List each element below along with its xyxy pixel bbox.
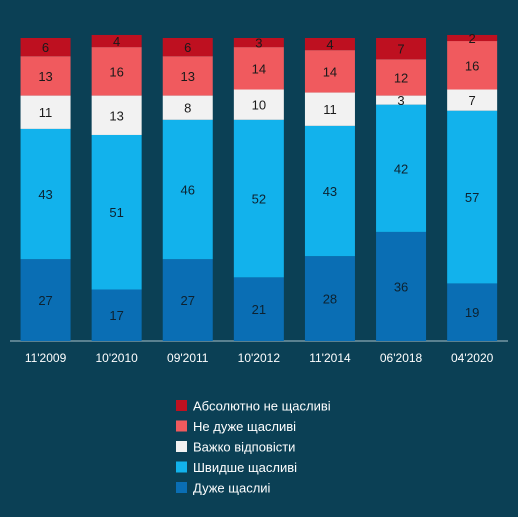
x-tick-label: 04'2020: [451, 351, 494, 365]
data-label: 14: [323, 64, 337, 79]
bar-segment: [376, 95, 427, 105]
data-label: 16: [109, 64, 123, 79]
data-label: 2: [469, 31, 476, 46]
legend-label: Швидше щасливі: [193, 460, 297, 475]
data-label: 3: [255, 36, 262, 51]
bar-segment: [447, 283, 498, 341]
x-tick-label: 11'2014: [309, 351, 351, 365]
data-label: 21: [252, 302, 266, 317]
bar-segment: [447, 110, 498, 284]
data-label: 36: [394, 279, 408, 294]
x-tick-labels-group: 11'2009 10'2010 09'2011 10'2012 11'2014 06'20…: [25, 351, 494, 365]
data-label: 10: [252, 98, 266, 113]
data-label: 14: [252, 61, 266, 76]
data-label: 17: [109, 308, 123, 323]
bar-segment: [233, 277, 284, 341]
bar-segment: [376, 38, 427, 60]
data-label: 13: [109, 108, 123, 123]
data-label: 8: [184, 101, 191, 116]
bar-segment: [304, 38, 355, 51]
legend-label: Абсолютно не щасливі: [193, 399, 331, 414]
data-label: 57: [465, 190, 479, 205]
data-label: 7: [469, 93, 476, 108]
x-tick-label: 09'2011: [167, 351, 209, 365]
x-tick-label: 11'2009: [25, 351, 67, 365]
bar-segment: [304, 125, 355, 257]
bar-segment: [91, 134, 142, 290]
legend-swatch: [176, 482, 187, 493]
data-label: 11: [323, 102, 337, 117]
bar-segment: [162, 56, 213, 96]
bar-segment: [304, 50, 355, 93]
bar-segment: [233, 38, 284, 48]
bar-segment: [376, 104, 427, 232]
bar-segment: [304, 92, 355, 126]
data-labels-group: 2743111361751131642746813621521014328431…: [38, 31, 479, 323]
bar-segment: [162, 259, 213, 341]
data-label: 4: [113, 34, 120, 49]
bar-segment: [20, 56, 71, 96]
data-label: 43: [38, 187, 52, 202]
x-tick-label: 06'2018: [380, 351, 423, 365]
bars-group: [20, 34, 498, 341]
bar-segment: [447, 89, 498, 111]
data-label: 42: [394, 161, 408, 176]
bar-segment: [91, 95, 142, 135]
data-label: 13: [181, 69, 195, 84]
data-label: 11: [39, 105, 53, 120]
bar-segment: [20, 38, 71, 57]
bar-segment: [20, 259, 71, 341]
legend-swatch: [176, 441, 187, 452]
data-label: 6: [42, 40, 49, 55]
data-label: 13: [38, 69, 52, 84]
bar-segment: [233, 89, 284, 120]
legend-label: Не дуже щасливі: [193, 419, 296, 434]
x-tick-label: 10'2012: [238, 351, 281, 365]
bar-segment: [447, 34, 498, 42]
bar-segment: [233, 119, 284, 278]
bar-segment: [20, 128, 71, 260]
bar-segment: [91, 289, 142, 341]
bar-segment: [376, 231, 427, 341]
bar-segment: [162, 95, 213, 120]
data-label: 51: [109, 205, 123, 220]
bar-segment: [447, 41, 498, 90]
bar-segment: [91, 34, 142, 48]
legend-swatch: [176, 400, 187, 411]
bar-segment: [162, 38, 213, 57]
data-label: 28: [323, 292, 337, 307]
legend-label: Дуже щаслиі: [193, 481, 271, 496]
data-label: 16: [465, 58, 479, 73]
bar-segment: [376, 59, 427, 96]
legend-label: Важко відповісти: [193, 440, 295, 455]
bar-segment: [91, 47, 142, 96]
data-label: 19: [465, 305, 479, 320]
x-tick-label: 10'2010: [95, 351, 138, 365]
legend: Абсолютно не щасливі Не дуже щасливі Важко…: [176, 399, 331, 496]
data-label: 6: [184, 40, 191, 55]
bar-segment: [20, 95, 71, 129]
legend-swatch: [176, 420, 187, 432]
data-label: 7: [397, 42, 404, 57]
bar-segment: [304, 256, 355, 341]
data-label: 52: [252, 192, 266, 207]
legend-swatch: [176, 461, 187, 473]
data-label: 3: [397, 93, 404, 108]
bar-segment: [162, 119, 213, 260]
data-label: 4: [326, 37, 333, 52]
data-label: 43: [323, 184, 337, 199]
data-label: 27: [38, 293, 52, 308]
data-label: 46: [181, 183, 195, 198]
data-label: 27: [181, 293, 195, 308]
bar-segment: [233, 47, 284, 90]
data-label: 12: [394, 70, 408, 85]
